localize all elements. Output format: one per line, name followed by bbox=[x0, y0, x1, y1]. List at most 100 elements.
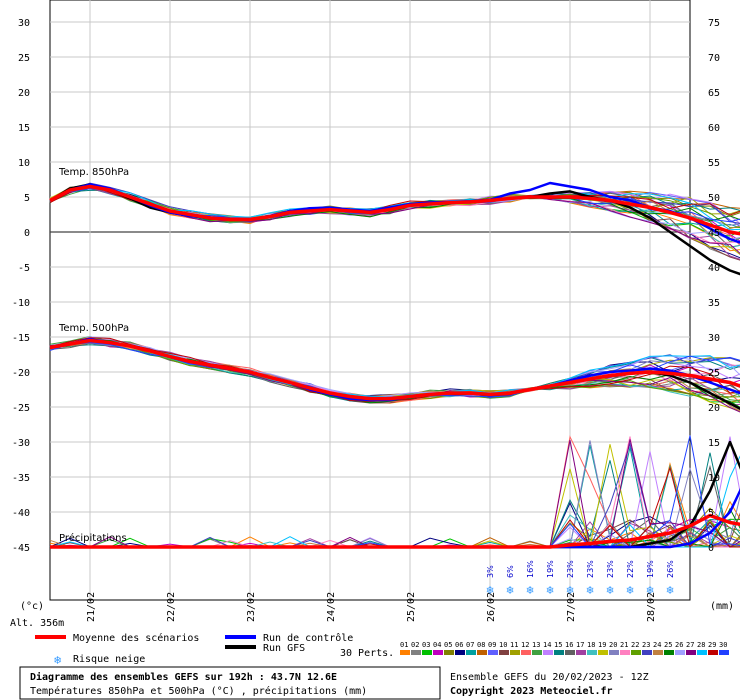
pert-legend-swatch bbox=[466, 650, 476, 655]
y-right-tick-label: 70 bbox=[708, 53, 720, 64]
pert-legend-label: 15 bbox=[554, 641, 562, 649]
pert-legend-label: 10 bbox=[499, 641, 507, 649]
y-right-tick-label: 60 bbox=[708, 123, 720, 134]
y-left-tick-label: 0 bbox=[24, 228, 30, 239]
pert-legend-label: 22 bbox=[631, 641, 639, 649]
y-left-tick-label: -15 bbox=[12, 333, 30, 344]
pert-legend-swatch bbox=[543, 650, 553, 655]
pert-legend-label: 07 bbox=[466, 641, 474, 649]
snow-icon: ❄ bbox=[506, 583, 513, 597]
x-tick-label: 24/02 bbox=[326, 592, 337, 622]
snow-risk-markers: 3% ❄ 6% ❄ 16% ❄ 19% ❄ 23% ❄ 23% ❄ 23% ❄ 22% ❄ 19% ❄ 26% ❄ bbox=[486, 560, 675, 597]
y-right-tick-label: 25 bbox=[708, 368, 720, 379]
y-left-tick-label: 10 bbox=[18, 158, 30, 169]
y-right-tick-label: 5 bbox=[708, 508, 714, 519]
pert-legend-label: 30 bbox=[719, 641, 727, 649]
pert-legend-label: 24 bbox=[653, 641, 661, 649]
y-left-tick-label: -35 bbox=[12, 473, 30, 484]
snow-icon: ❄ bbox=[586, 583, 593, 597]
pert-legend-swatch bbox=[719, 650, 729, 655]
y-right-tick-label: 30 bbox=[708, 333, 720, 344]
snow-risk-label: 16% bbox=[526, 560, 535, 578]
pert-legend-label: 27 bbox=[686, 641, 694, 649]
pert-legend-label: 14 bbox=[543, 641, 551, 649]
pert-legend-swatch bbox=[433, 650, 443, 655]
pert-legend-swatch bbox=[576, 650, 586, 655]
perturbation-legend: 01 02 03 04 05 06 07 08 09 10 11 12 13 14 15 16 17 18 19 20… bbox=[400, 641, 729, 655]
pert-legend-label: 16 bbox=[565, 641, 573, 649]
pert-legend-swatch bbox=[708, 650, 718, 655]
series-line-t500 bbox=[49, 338, 740, 401]
pert-legend-swatch bbox=[554, 650, 564, 655]
pert-legend-swatch bbox=[631, 650, 641, 655]
y-left-tick-label: -30 bbox=[12, 438, 30, 449]
pert-legend-swatch bbox=[675, 650, 685, 655]
pert-legend-label: 12 bbox=[521, 641, 529, 649]
y-left-tick-label: 15 bbox=[18, 123, 30, 134]
snow-icon: ❄ bbox=[606, 583, 613, 597]
snow-icon: ❄ bbox=[626, 583, 633, 597]
x-tick-label: 23/02 bbox=[246, 592, 257, 622]
legend-control-label: Run de contrôle bbox=[263, 632, 353, 644]
y-right-tick-label: 20 bbox=[708, 403, 720, 414]
y-left-tick-label: -40 bbox=[12, 508, 30, 519]
pert-legend-label: 21 bbox=[620, 641, 628, 649]
snow-risk-label: 23% bbox=[566, 560, 575, 578]
chart-subtitle: Températures 850hPa et 500hPa (°C) , pré… bbox=[30, 685, 367, 697]
pert-legend-label: 19 bbox=[598, 641, 606, 649]
pert-legend-swatch bbox=[620, 650, 630, 655]
pert-legend-label: 26 bbox=[675, 641, 683, 649]
pert-legend-swatch bbox=[653, 650, 663, 655]
title-box bbox=[19, 666, 441, 700]
series-line-t850 bbox=[49, 184, 740, 236]
x-tick-label: 26/02 bbox=[486, 592, 497, 622]
pert-legend-label: 08 bbox=[477, 641, 485, 649]
pert-legend-label: 23 bbox=[642, 641, 650, 649]
y-right-tick-label: 35 bbox=[708, 298, 720, 309]
pert-legend-swatch bbox=[565, 650, 575, 655]
pert-legend-label: 28 bbox=[697, 641, 705, 649]
legend-gfs-label: Run GFS bbox=[263, 643, 305, 654]
section-label-t850: Temp. 850hPa bbox=[58, 167, 129, 178]
plot-frame bbox=[49, 0, 691, 601]
pert-legend-swatch bbox=[477, 650, 487, 655]
series-line-precip bbox=[50, 513, 740, 549]
x-tick-label: 25/02 bbox=[406, 592, 417, 622]
pert-legend-label: 02 bbox=[411, 641, 419, 649]
right-unit-label: (mm) bbox=[710, 601, 734, 612]
pert-legend-swatch bbox=[455, 650, 465, 655]
x-tick-label: 28/02 bbox=[646, 592, 657, 622]
pert-legend-swatch bbox=[400, 650, 410, 655]
pert-legend-label: 29 bbox=[708, 641, 716, 649]
legend-perts-label: 30 Perts. bbox=[340, 648, 394, 659]
pert-legend-label: 01 bbox=[400, 641, 408, 649]
x-tick-label: 21/02 bbox=[86, 592, 97, 622]
y-right-tick-label: 50 bbox=[708, 193, 720, 204]
snow-risk-label: 19% bbox=[646, 560, 655, 578]
pert-legend-label: 11 bbox=[510, 641, 518, 649]
y-right-tick-label: 65 bbox=[708, 88, 720, 99]
y-right-tick-label: 75 bbox=[708, 18, 720, 29]
pert-legend-swatch bbox=[532, 650, 542, 655]
y-right-tick-label: 55 bbox=[708, 158, 720, 169]
snow-risk-label: 19% bbox=[546, 560, 555, 578]
y-right-tick-label: 45 bbox=[708, 228, 720, 239]
snow-risk-label: 23% bbox=[586, 560, 595, 578]
altitude-label: Alt. 356m bbox=[10, 618, 64, 629]
snow-icon: ❄ bbox=[546, 583, 553, 597]
legend-snow-icon: ❄ bbox=[54, 653, 61, 667]
pert-legend-swatch bbox=[444, 650, 454, 655]
main-series-lines bbox=[49, 181, 740, 549]
y-left-tick-label: 25 bbox=[18, 53, 30, 64]
pert-legend-swatch bbox=[521, 650, 531, 655]
snow-risk-label: 23% bbox=[606, 560, 615, 578]
pert-legend-swatch bbox=[411, 650, 421, 655]
snow-risk-label: 6% bbox=[506, 565, 515, 578]
pert-legend-label: 06 bbox=[455, 641, 463, 649]
y-left-tick-label: -10 bbox=[12, 298, 30, 309]
pert-legend-label: 05 bbox=[444, 641, 452, 649]
y-left-tick-label: -25 bbox=[12, 403, 30, 414]
